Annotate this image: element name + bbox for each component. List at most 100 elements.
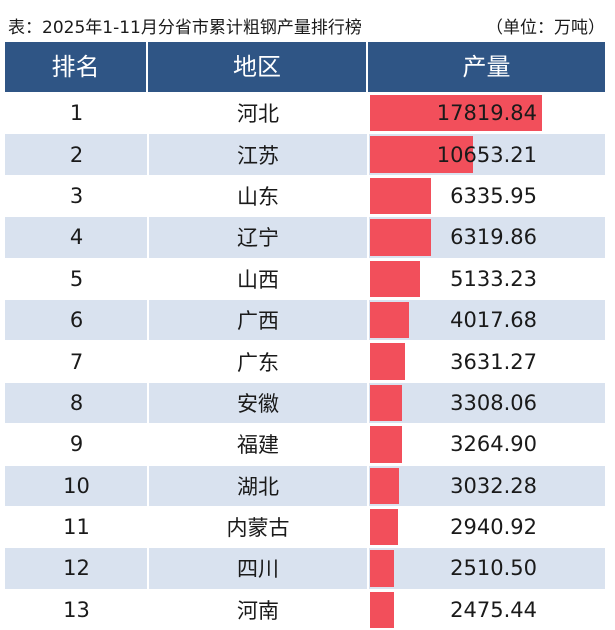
production-value: 2475.44 [450, 597, 537, 622]
column-divider [147, 506, 149, 548]
rank-cell: 6 [69, 308, 84, 333]
column-divider [367, 134, 369, 175]
region-cell: 山东 [237, 184, 279, 209]
rank-cell: 5 [69, 266, 84, 291]
column-divider [367, 424, 369, 465]
column-divider [367, 548, 369, 589]
production-value: 3308.06 [450, 390, 537, 415]
region-cell: 内蒙古 [226, 516, 290, 541]
table-row: 5 山西 5133.23 [5, 257, 605, 299]
column-divider [147, 548, 149, 589]
column-divider [367, 382, 369, 424]
table-header: 排名 地区 产量 [5, 42, 605, 92]
production-bar [370, 219, 431, 256]
rank-cell: 2 [69, 142, 84, 167]
rank-cell: 3 [69, 183, 84, 208]
region-cell: 湖北 [237, 474, 279, 499]
column-divider [367, 217, 369, 258]
production-value: 6319.86 [450, 225, 537, 250]
column-divider [367, 93, 369, 134]
header-region: 地区 [148, 42, 368, 92]
production-bar [370, 426, 402, 463]
rank-cell: 11 [63, 515, 90, 540]
column-divider [367, 589, 369, 630]
region-cell: 广西 [237, 309, 279, 334]
table-row: 1 河北 17819.84 [5, 92, 605, 134]
column-divider [367, 465, 369, 506]
production-value: 3264.90 [450, 432, 537, 457]
column-divider [367, 506, 369, 548]
production-value: 10653.21 [436, 142, 537, 167]
rank-cell: 9 [69, 432, 84, 457]
region-cell: 安徽 [237, 391, 279, 416]
region-cell: 河北 [237, 102, 279, 127]
rank-cell: 4 [69, 225, 84, 250]
rank-cell: 8 [69, 390, 84, 415]
unit-label: （单位：万吨） [486, 18, 605, 38]
rank-cell: 12 [63, 556, 90, 581]
column-divider [147, 382, 149, 424]
rank-cell: 7 [69, 349, 84, 374]
column-divider [147, 134, 149, 175]
table-body: 1 河北 17819.84 2 江苏 10653.21 3 山东 6335.95 4 辽宁 6319.… [5, 92, 605, 630]
production-value: 4017.68 [450, 308, 537, 333]
production-bar [370, 260, 420, 297]
column-divider [367, 299, 369, 341]
production-value: 5133.23 [450, 266, 537, 291]
table-title: 表：2025年1-11月分省市累计粗钢产量排行榜 [8, 18, 362, 38]
ranking-table: 排名 地区 产量 1 河北 17819.84 2 江苏 10653.21 3 山东 6335.9… [5, 42, 605, 630]
table-row: 2 江苏 10653.21 [5, 133, 605, 175]
production-bar [370, 95, 542, 132]
column-divider [147, 93, 149, 134]
table-row: 12 四川 2510.50 [5, 547, 605, 589]
region-cell: 山西 [237, 267, 279, 292]
production-bar [370, 136, 473, 173]
table-row: 8 安徽 3308.06 [5, 381, 605, 424]
column-divider [147, 589, 149, 630]
header-rank: 排名 [5, 42, 148, 92]
production-value: 2940.92 [450, 515, 537, 540]
production-bar [370, 467, 400, 504]
region-cell: 广东 [237, 350, 279, 375]
rank-cell: 10 [63, 473, 90, 498]
region-cell: 辽宁 [237, 226, 279, 251]
rank-cell: 1 [69, 101, 84, 126]
table-row: 11 内蒙古 2940.92 [5, 505, 605, 548]
table-row: 3 山东 6335.95 [5, 174, 605, 217]
table-row: 10 湖北 3032.28 [5, 464, 605, 506]
production-bar [370, 343, 405, 380]
header-production: 产量 [462, 53, 511, 81]
column-divider [147, 424, 149, 465]
column-divider [367, 258, 369, 299]
production-bar [370, 591, 394, 629]
column-divider [367, 175, 369, 217]
production-bar [370, 301, 409, 339]
column-divider [147, 217, 149, 258]
production-value: 3032.28 [450, 473, 537, 498]
production-value: 2510.50 [450, 556, 537, 581]
region-cell: 河南 [237, 598, 279, 623]
table-row: 4 辽宁 6319.86 [5, 216, 605, 258]
column-divider [367, 341, 369, 382]
column-divider [147, 341, 149, 382]
title-bar: 表：2025年1-11月分省市累计粗钢产量排行榜 （单位：万吨） [0, 0, 615, 42]
production-bar [370, 384, 402, 422]
table-row: 6 广西 4017.68 [5, 298, 605, 341]
production-value: 17819.84 [436, 101, 537, 126]
table-row: 7 广东 3631.27 [5, 340, 605, 382]
region-cell: 福建 [237, 433, 279, 458]
column-divider [147, 299, 149, 341]
column-divider [147, 175, 149, 217]
region-cell: 四川 [237, 557, 279, 582]
column-divider [147, 465, 149, 506]
production-bar [370, 508, 399, 546]
table-row: 9 福建 3264.90 [5, 423, 605, 465]
production-value: 3631.27 [450, 349, 537, 374]
production-bar [370, 177, 432, 215]
region-cell: 江苏 [237, 143, 279, 168]
production-bar [370, 550, 395, 587]
rank-cell: 13 [63, 597, 90, 622]
column-divider [147, 258, 149, 299]
table-row: 13 河南 2475.44 [5, 588, 605, 630]
production-value: 6335.95 [450, 183, 537, 208]
